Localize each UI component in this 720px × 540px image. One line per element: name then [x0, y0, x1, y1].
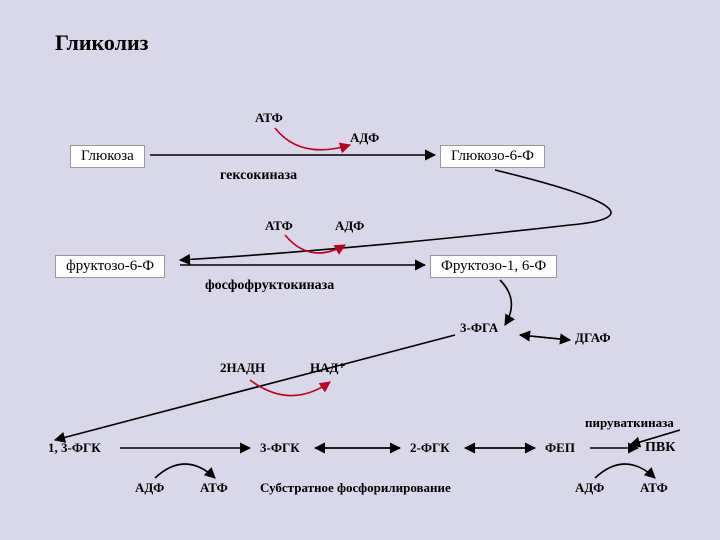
- label-dgaf: ДГАФ: [575, 330, 611, 346]
- node-f16p: Фруктозо-1, 6-Ф: [430, 255, 557, 278]
- arrow-a-nadh: [250, 380, 330, 396]
- node-glucose: Глюкоза: [70, 145, 145, 168]
- node-g6p: Глюкозо-6-Ф: [440, 145, 545, 168]
- label-atp4: АТФ: [640, 480, 668, 496]
- label-13fgk: 1, 3-ФГК: [48, 440, 101, 456]
- arrow-a-3fga-13fgk: [55, 335, 455, 440]
- arrow-a-dgaf-3fga: [520, 335, 570, 340]
- label-pvk: ПВК: [645, 440, 675, 456]
- arrow-a-3fga-dgaf: [520, 335, 570, 340]
- node-f6p: фруктозо-6-Ф: [55, 255, 165, 278]
- label-3fgk: 3-ФГК: [260, 440, 300, 456]
- label-nadp: НАД⁺: [310, 360, 345, 376]
- label-adp1: АДФ: [350, 130, 379, 146]
- label-pyrk: пируваткиназа: [585, 415, 674, 431]
- arrow-a-adp-atp3: [155, 464, 215, 478]
- arrow-a-atp2: [285, 235, 345, 253]
- diagram-title: Гликолиз: [55, 30, 149, 56]
- label-2fgk: 2-ФГК: [410, 440, 450, 456]
- label-atp3: АТФ: [200, 480, 228, 496]
- label-3fga: 3-ФГА: [460, 320, 498, 336]
- label-atp1: АТФ: [255, 110, 283, 126]
- label-adp2: АДФ: [335, 218, 364, 234]
- label-subphos: Субстратное фосфорилирование: [260, 480, 451, 496]
- label-pfk: фосфофруктокиназа: [205, 278, 334, 294]
- label-2nadh: 2НАДН: [220, 360, 265, 376]
- label-atp2: АТФ: [265, 218, 293, 234]
- arrow-a-adp-atp4: [595, 464, 655, 478]
- arrow-a-f16p-3fga: [500, 280, 511, 325]
- label-hexok: гексокиназа: [220, 168, 297, 184]
- arrow-a-atp1: [275, 128, 350, 150]
- label-fep: ФЕП: [545, 440, 575, 456]
- label-adp4: АДФ: [575, 480, 604, 496]
- label-adp3: АДФ: [135, 480, 164, 496]
